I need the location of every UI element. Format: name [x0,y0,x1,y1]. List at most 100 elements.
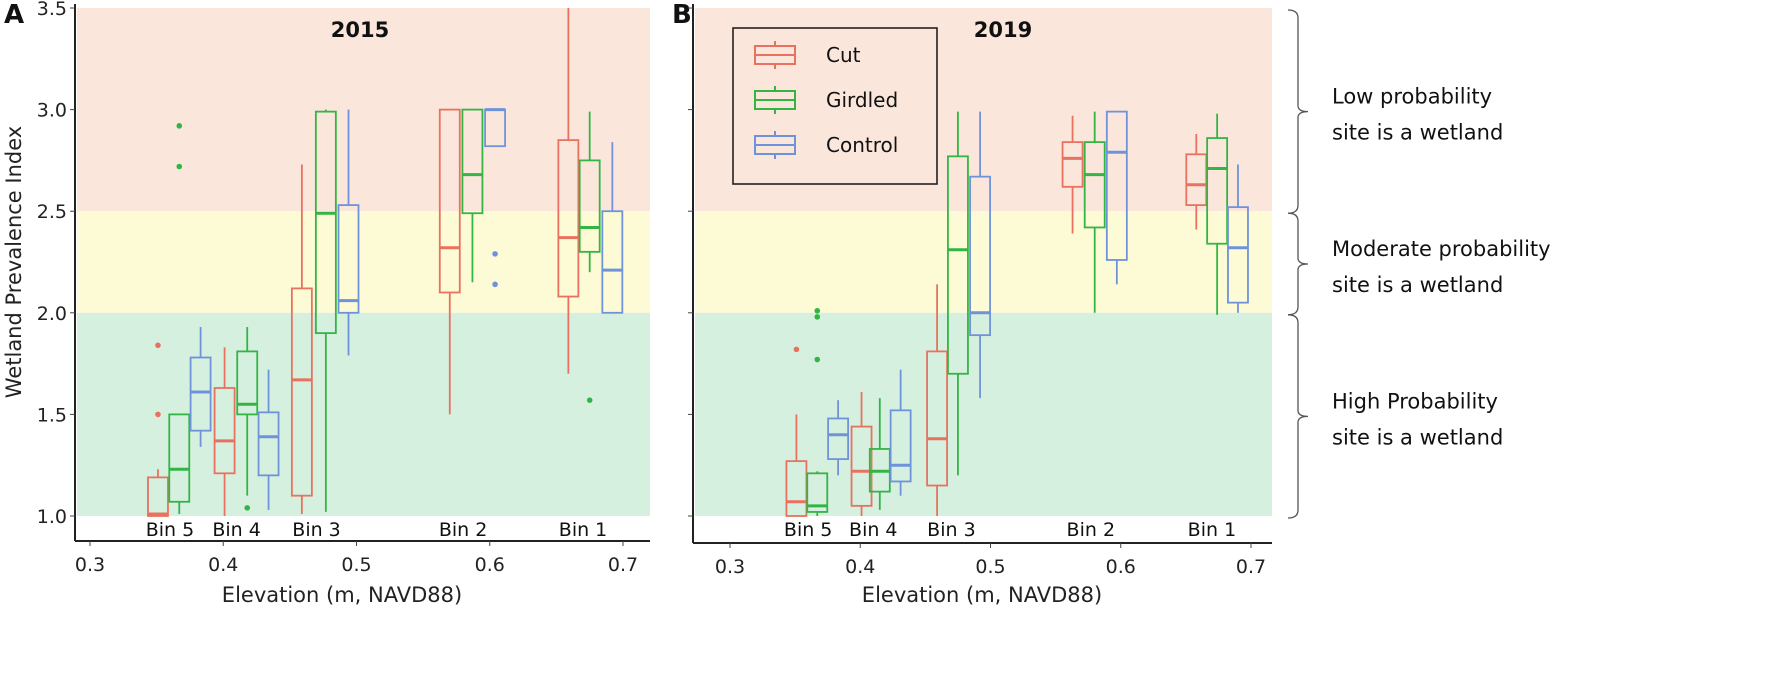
panel-b-x-tick-label: 0.3 [715,556,745,578]
outlier-point [155,411,161,418]
panel-a-letter: A [4,0,24,30]
box-body [557,139,580,298]
annotation-text: Low probability [1332,85,1492,109]
legend-frame [732,27,938,185]
panel-a-x-tick-label: 0.5 [341,554,371,576]
panel-b-axes: 0.3 0.4 0.5 0.6 0.7 Bin 5 Bin 4 Bin 3 Bin 2 Bin 1 [688,4,1272,578]
panel-a-title: 2015 [331,18,389,42]
panel-a-bin-label: Bin 2 [439,519,487,541]
panel-b-x-tick-label: 0.5 [975,556,1005,578]
annotation-text: site is a wetland [1332,273,1503,297]
box-body [827,417,850,461]
panel-a-bin-label: Bin 4 [212,519,260,541]
panel-a-y-tick-label: 2.0 [37,303,67,325]
panel-a-band [77,211,650,313]
box-girdled [461,108,484,283]
box-body [213,387,236,475]
box-body [189,356,212,432]
outlier-point [492,281,498,288]
box-cut [290,164,313,514]
panel-b-x-tick-label: 0.6 [1106,556,1136,578]
box-girdled [168,123,191,514]
box-girdled [1206,113,1229,315]
outlier-point [793,346,800,353]
box-cut [147,342,169,517]
box-girdled [1083,111,1106,313]
panel-a-x-axis-label: Elevation (m, NAVD88) [222,583,462,607]
outlier-point [244,505,251,511]
box-girdled [947,111,969,476]
outlier-point [814,307,821,314]
brace-0 [1287,9,1309,214]
annotation-text: Moderate probability [1332,237,1551,261]
outlier-point [814,356,821,363]
box-cut [1061,115,1084,234]
panel-a-bands [77,8,650,516]
legend-item-cut: Cut [754,41,861,69]
panel-b: B 0.3 0.4 0.5 0.6 0.7 Bin 5 Bin 4 Bin 3 Bin 2 Bin… [672,0,1272,607]
panel-a-x-tick-label: 0.7 [608,554,638,576]
panel-b-letter: B [672,0,692,30]
panel-a-boxes [147,8,624,517]
box-control [601,142,624,314]
box-body [850,425,873,507]
box-control [337,109,360,356]
legend-label: Cut [826,43,861,67]
brace-2 [1287,314,1309,519]
panel-b-x-tick-label: 0.7 [1236,556,1266,578]
box-cut [213,347,236,516]
legend-label: Girdled [826,88,898,112]
panel-b-bands [695,8,1272,516]
box-girdled [578,111,601,403]
outlier-point [586,397,593,403]
box-body [806,472,829,513]
box-body [1105,110,1128,261]
panel-a-axes: 1.0 1.5 2.0 2.5 3.0 3.5 0.3 0.4 0.5 0.6 0.7 Bin 5 Bi… [37,0,650,576]
panel-a-x-tick-label: 0.3 [75,554,105,576]
panel-b-title: 2019 [974,18,1032,42]
panel-a-band [77,312,650,516]
box-cut [850,392,873,516]
box-body [236,350,259,416]
box-body [889,409,912,483]
box-body [337,204,360,314]
outlier-point [176,163,183,170]
panel-b-band [695,211,1272,313]
box-body [257,411,280,477]
box-body [168,413,191,503]
box-body [1083,141,1106,229]
panel-b-bin-label: Bin 4 [849,519,897,541]
panel-a-y-tick-label: 3.0 [37,100,67,122]
panel-a-y-tick-label: 1.0 [37,506,67,528]
box-body [461,108,484,215]
annotation-text: site is a wetland [1332,121,1503,145]
box-cut [438,108,461,415]
box-control [1105,110,1128,285]
brace-1 [1287,212,1309,316]
legend-item-control: Control [754,131,898,159]
box-body [926,350,948,487]
box-cut [557,8,580,374]
annotation-text: High Probability [1332,389,1498,413]
panel-b-boxes [785,110,1249,517]
panel-b-x-axis-label: Elevation (m, NAVD88) [862,583,1102,607]
panel-a: A 1.0 1.5 2.0 2.5 3.0 3.5 0.3 0.4 0.5 0.6 0.7 Bin 5… [2,0,650,607]
box-control [969,111,991,399]
panel-a-y-tick-label: 1.5 [37,404,67,426]
box-body [438,108,461,294]
box-control [484,108,506,288]
panel-a-x-tick-label: 0.6 [475,554,505,576]
box-body [947,155,969,375]
box-body [314,110,337,335]
box-girdled [806,307,829,516]
panel-b-bin-label: Bin 1 [1188,519,1236,541]
legend-item-girdled: Girdled [754,86,898,114]
outlier-point [176,123,183,129]
panel-a-band [77,8,650,212]
box-control [189,327,212,447]
annotation-text: site is a wetland [1332,425,1503,449]
box-body [1227,206,1249,304]
panel-a-y-axis-label: Wetland Prevalence Index [2,126,26,398]
panel-a-bin-label: Bin 5 [146,519,194,541]
